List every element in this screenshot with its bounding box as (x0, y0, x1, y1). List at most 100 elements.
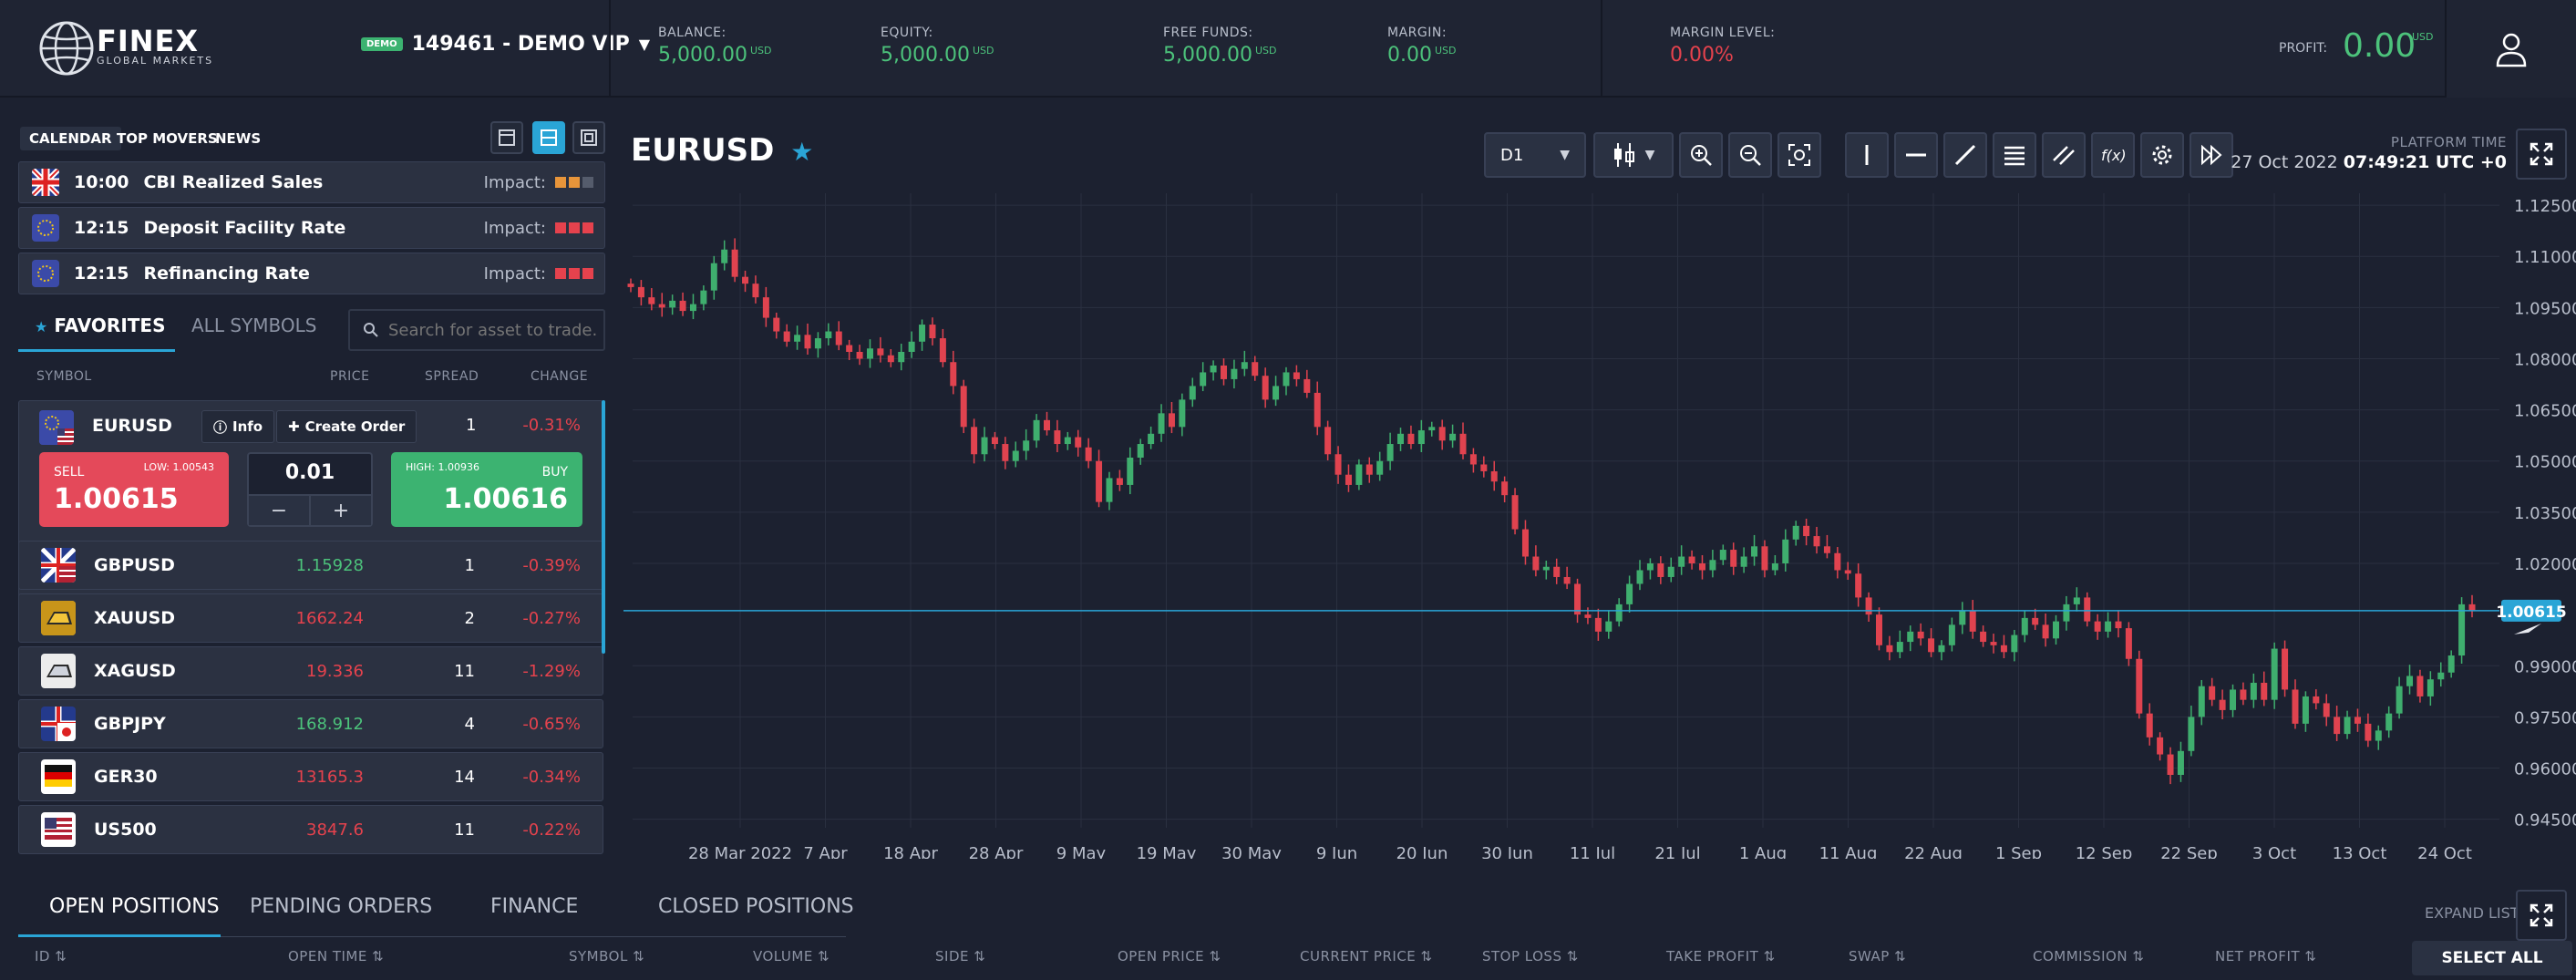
trend-line-tool[interactable] (1943, 132, 1987, 178)
symbol-row-gbpusd[interactable]: GBPUSD 1.15928 1 -0.39% (18, 541, 603, 590)
symbol-row-xauusd[interactable]: XAUUSD 1662.24 2 -0.27% (18, 593, 603, 643)
x-tick-label: 13 Oct (2333, 844, 2387, 859)
news-item[interactable]: 12:15 Refinancing Rate Impact: (18, 253, 605, 294)
x-tick-label: 20 Jun (1396, 844, 1448, 859)
select-all-button[interactable]: SELECT ALL (2412, 941, 2572, 975)
tab-news[interactable]: NEWS (215, 130, 262, 147)
symbol-list-scrollbar[interactable] (602, 400, 605, 654)
candle-body (2209, 686, 2216, 700)
y-tick-label: 0.99000 (2514, 657, 2576, 676)
col-symbol[interactable]: SYMBOL ⇅ (569, 948, 645, 965)
x-tick-label: 9 May (1056, 844, 1107, 859)
search-input[interactable] (388, 320, 598, 340)
volume-decrease-button[interactable]: − (249, 496, 311, 525)
profit-value: 0.00 (2343, 27, 2416, 65)
candle-body (2447, 655, 2455, 673)
zoom-out-button[interactable] (1728, 132, 1772, 178)
candle-body (866, 348, 873, 359)
col-net-profit[interactable]: NET PROFIT ⇅ (2215, 948, 2317, 965)
y-tick-label: 1.02000 (2514, 555, 2576, 574)
col-current-price[interactable]: CURRENT PRICE ⇅ (1300, 948, 1433, 965)
candle-body (2146, 713, 2153, 738)
star-icon: ★ (35, 318, 48, 335)
symbol-row-ger30[interactable]: GER30 13165.3 14 -0.34% (18, 752, 603, 801)
layout-top-button[interactable] (490, 121, 523, 154)
search-box[interactable] (348, 309, 605, 351)
col-open-price[interactable]: OPEN PRICE ⇅ (1118, 948, 1221, 965)
volume-value[interactable]: 0.01 (284, 461, 335, 484)
plus-icon: ✚ (288, 418, 300, 435)
col-commission[interactable]: COMMISSION ⇅ (2033, 948, 2145, 965)
news-item[interactable]: 12:15 Deposit Facility Rate Impact: (18, 207, 605, 249)
tab-top-movers[interactable]: TOP MOVERS (117, 130, 218, 147)
layout-full-button[interactable] (572, 121, 605, 154)
vertical-line-tool[interactable] (1845, 132, 1889, 178)
impact-label: Impact: (483, 263, 546, 284)
sell-button[interactable]: SELL LOW: 1.00543 1.00615 (39, 452, 229, 527)
channel-tool[interactable] (2042, 132, 2086, 178)
col-open-time[interactable]: OPEN TIME ⇅ (288, 948, 385, 965)
candle-body (2094, 621, 2101, 632)
tab-closed-positions[interactable]: CLOSED POSITIONS (658, 895, 854, 918)
germany-flag-icon (41, 759, 76, 794)
tab-finance[interactable]: FINANCE (490, 895, 579, 918)
chart-fullscreen-button[interactable] (2516, 129, 2567, 180)
volume-increase-button[interactable]: + (311, 496, 371, 525)
chart-type-select[interactable]: ▼ (1593, 132, 1674, 178)
volume-stepper[interactable]: 0.01 − + (247, 452, 373, 527)
tab-all-symbols[interactable]: ALL SYMBOLS (191, 315, 317, 336)
zoom-in-button[interactable] (1679, 132, 1723, 178)
news-item[interactable]: 10:00 CBI Realized Sales Impact: (18, 161, 605, 203)
col-side[interactable]: SIDE ⇅ (935, 948, 986, 965)
sort-icon: ⇅ (2128, 948, 2145, 965)
symbol-row-us500[interactable]: US500 3847.6 11 -0.22% (18, 805, 603, 854)
col-swap[interactable]: SWAP ⇅ (1849, 948, 1907, 965)
horizontal-line-tool[interactable] (1894, 132, 1938, 178)
create-order-button[interactable]: ✚ Create Order (276, 410, 417, 443)
candle-body (1813, 536, 1820, 547)
stat-value: 5,000.00 USD (881, 44, 994, 67)
candle-body (1459, 433, 1467, 455)
zoom-fit-button[interactable] (1777, 132, 1821, 178)
tab-favorites[interactable]: ★ FAVORITES (35, 315, 165, 336)
y-tick-label: 1.06500 (2514, 402, 2576, 421)
stat-label: BALANCE: (658, 26, 726, 40)
tab-pending-orders[interactable]: PENDING ORDERS (250, 895, 433, 918)
x-tick-label: 28 Apr (969, 844, 1024, 859)
col-id[interactable]: ID ⇅ (35, 948, 67, 965)
symbol-row-xagusd[interactable]: XAGUSD 19.336 11 -1.29% (18, 646, 603, 696)
star-icon[interactable]: ★ (790, 137, 814, 167)
candlestick-chart[interactable]: 1.12500 1.11000 1.09500 1.08000 1.06500 1.050… (623, 193, 2576, 859)
gear-icon (2152, 145, 2172, 165)
layout-split-button[interactable] (532, 121, 565, 154)
expand-list-button[interactable] (2516, 890, 2567, 941)
stat-label: MARGIN LEVEL: (1670, 26, 1776, 40)
profit-label: PROFIT: (2279, 41, 2328, 56)
candle-body (689, 304, 696, 312)
tab-open-positions[interactable]: OPEN POSITIONS (49, 895, 220, 918)
eu-flag-icon (32, 260, 59, 287)
col-stop-loss[interactable]: STOP LOSS ⇅ (1482, 948, 1579, 965)
col-take-profit[interactable]: TAKE PROFIT ⇅ (1666, 948, 1776, 965)
info-button[interactable]: ⓘ Info (201, 410, 275, 443)
chart-panel: EURUSD ★ D1 ▼ ▼ (623, 99, 2576, 859)
buy-button[interactable]: HIGH: 1.00936 BUY 1.00616 (391, 452, 582, 527)
candle-body (2282, 648, 2289, 690)
col-volume[interactable]: VOLUME ⇅ (753, 948, 830, 965)
tab-calendar[interactable]: CALENDAR (20, 127, 121, 150)
fibonacci-tool[interactable] (1993, 132, 2036, 178)
scroll-to-end-button[interactable] (2190, 132, 2233, 178)
symbol-spread: 4 (464, 714, 475, 734)
user-menu-button[interactable] (2445, 0, 2576, 98)
zoom-in-icon (1691, 145, 1712, 166)
news-title: CBI Realized Sales (143, 172, 324, 192)
candle-body (1698, 563, 1705, 571)
chart-settings-button[interactable] (2140, 132, 2184, 178)
account-selector[interactable]: DEMO 149461 - DEMO VIP ▼ (361, 33, 650, 56)
candle-body (1054, 430, 1061, 445)
symbol-row-gbpjpy[interactable]: GBPJPY 168.912 4 -0.65% (18, 699, 603, 748)
timeframe-select[interactable]: D1 ▼ (1484, 132, 1586, 178)
indicators-button[interactable]: f(x) (2091, 132, 2135, 178)
candle-body (2344, 717, 2351, 735)
symbol-name: XAUUSD (94, 608, 176, 628)
